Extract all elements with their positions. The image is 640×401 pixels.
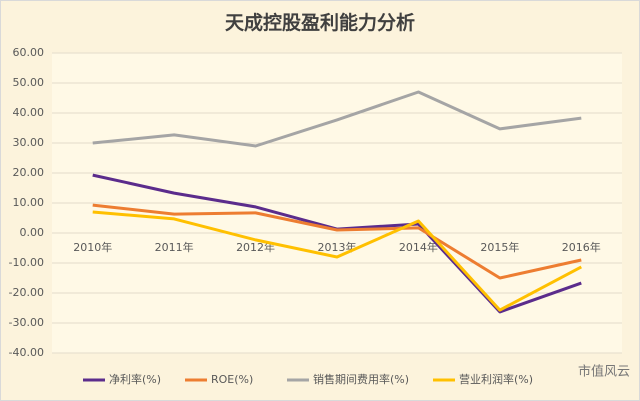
- x-tick-label: 2016年: [562, 240, 601, 254]
- y-tick-label: 30.00: [13, 136, 45, 149]
- y-tick-label: -40.00: [9, 346, 44, 359]
- x-tick-label: 2010年: [73, 240, 112, 254]
- y-tick-label: 10.00: [13, 196, 45, 209]
- x-tick-label: 2011年: [155, 240, 194, 254]
- y-tick-label: 20.00: [13, 166, 45, 179]
- y-tick-label: 50.00: [13, 76, 45, 89]
- watermark: 市值风云: [578, 364, 630, 380]
- chart-title: 天成控股盈利能力分析: [225, 11, 415, 34]
- x-tick-label: 2012年: [236, 240, 275, 254]
- legend-label: 净利率(%): [109, 372, 161, 386]
- x-tick-label: 2013年: [318, 240, 357, 254]
- data-line: [92, 203, 582, 280]
- legend-label: 营业利润率(%): [459, 372, 533, 386]
- y-tick-label: 0.00: [20, 226, 45, 239]
- data-line: [92, 90, 582, 148]
- y-tick-label: 40.00: [13, 106, 45, 119]
- data-line: [92, 210, 582, 312]
- x-tick-label: 2014年: [399, 240, 438, 254]
- y-tick-label: 60.00: [13, 46, 45, 59]
- legend-label: ROE(%): [211, 373, 253, 386]
- legend-label: 销售期间费用率(%): [313, 372, 409, 386]
- y-tick-label: -10.00: [9, 256, 44, 269]
- y-tick-label: -30.00: [9, 316, 44, 329]
- x-tick-label: 2015年: [480, 240, 519, 254]
- y-tick-label: -20.00: [9, 286, 44, 299]
